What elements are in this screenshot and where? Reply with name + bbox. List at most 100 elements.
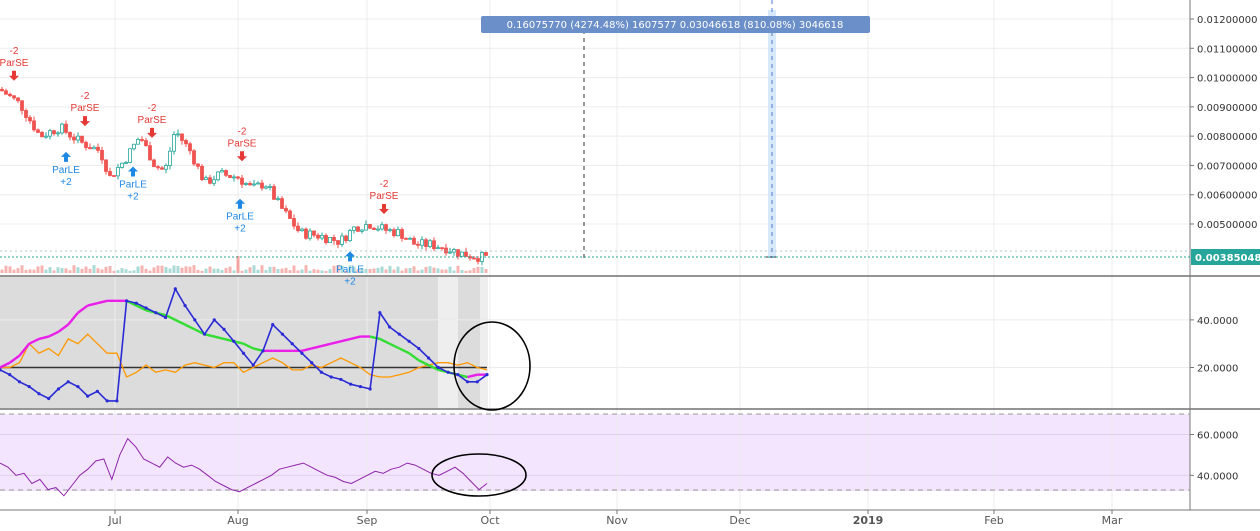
signal-qty: -2: [238, 126, 247, 137]
measure-highlight[interactable]: [768, 10, 776, 258]
candle-body: [404, 238, 408, 240]
volume-bar: [92, 265, 96, 273]
candle-body: [44, 135, 48, 138]
volume-bar: [388, 265, 392, 273]
volume-bar: [416, 270, 420, 273]
volume-bar: [192, 265, 196, 273]
candle-body: [68, 131, 72, 138]
volume-bar: [408, 268, 412, 273]
volume-bar: [68, 270, 72, 273]
rsi-indicator[interactable]: [0, 437, 488, 497]
candle-body: [288, 210, 292, 219]
candle-body: [184, 140, 188, 145]
volume-bar: [424, 266, 428, 273]
candle-body: [460, 251, 464, 257]
candle-body: [240, 177, 244, 185]
adx-blue-line-point: [86, 394, 90, 398]
candle-body: [388, 229, 392, 232]
candle-body: [52, 130, 56, 135]
adx-ma-segment: [174, 318, 186, 326]
candle-body: [208, 177, 212, 184]
price-axis-label-0: 0.01200000: [1197, 15, 1257, 26]
volume-bar: [0, 269, 4, 273]
candle-body: [212, 179, 216, 184]
candle-body: [312, 230, 316, 236]
adx-blue-line-point: [261, 349, 265, 353]
candle-body: [24, 110, 28, 118]
volume-bar: [472, 268, 476, 273]
rsi-axis-label-0: 60.0000: [1197, 431, 1238, 442]
signal-buy-7[interactable]: ParLE+2: [336, 251, 364, 287]
price-axis[interactable]: 0.01200000 0.01100000 0.01000000 0.00900000…: [1190, 15, 1257, 231]
candle-body: [148, 145, 152, 161]
volume-bar: [180, 267, 184, 273]
adx-blue-line-point: [163, 315, 168, 320]
adx-indicator[interactable]: [0, 286, 489, 403]
rsi-axis[interactable]: 60.0000 40.0000: [1190, 431, 1238, 483]
volume-bar: [368, 269, 372, 273]
adx-ma-segment: [330, 340, 342, 345]
volume-bar: [56, 267, 60, 273]
signal-label: ParLE: [119, 180, 147, 191]
volume-bar: [288, 270, 292, 273]
adx-annotation-circle[interactable]: [453, 321, 531, 411]
signal-buy-5[interactable]: ParLE+2: [226, 198, 254, 235]
volume-bar: [428, 266, 432, 273]
volume-bar: [260, 265, 264, 273]
candle-body: [188, 143, 192, 152]
candle-body: [340, 235, 344, 245]
candle-body: [48, 130, 52, 137]
time-axis-label-2: Sep: [357, 514, 378, 527]
candle-body: [88, 147, 92, 150]
candle-body: [308, 230, 312, 239]
volume-bar: [436, 268, 440, 273]
signal-buy-2[interactable]: ParLE+2: [52, 151, 80, 188]
adx-blue-line-point: [358, 384, 362, 389]
signal-buy-4[interactable]: ParLE+2: [119, 166, 147, 203]
candle-body: [160, 167, 164, 170]
volume-bar: [484, 269, 488, 273]
volume-bar: [132, 270, 136, 273]
time-axis[interactable]: Jul Aug Sep Oct Nov Dec 2019 Feb Mar: [107, 510, 1123, 527]
volume-bar: [376, 267, 380, 273]
adx-blue-line-point: [183, 303, 187, 308]
volume-bar: [280, 268, 284, 273]
volume-bar: [276, 268, 280, 273]
adx-axis[interactable]: 40.0000 20.0000: [1190, 316, 1238, 375]
candle-body: [384, 224, 388, 231]
adx-blue-line-point: [8, 373, 12, 377]
candle-body: [92, 146, 96, 150]
volume-bar: [84, 266, 88, 273]
adx-blue-line-point: [417, 346, 421, 351]
candle-body: [328, 237, 332, 243]
volume-bar: [464, 270, 468, 273]
adx-blue-line-point: [241, 351, 246, 355]
adx-ma-segment: [379, 337, 391, 345]
adx-blue-line-point: [290, 342, 294, 346]
volume-bar: [4, 265, 8, 273]
volume-bar: [344, 270, 348, 273]
candle-body: [424, 239, 428, 247]
strategy-signals[interactable]: -2ParSE-2ParSEParLE+2-2ParSEParLE+2ParLE…: [0, 46, 399, 288]
candle-body: [216, 171, 220, 181]
adx-blue-line-point: [212, 318, 216, 322]
volume-bar: [16, 268, 20, 273]
volume-bar: [216, 268, 220, 273]
volume-bar: [384, 269, 388, 273]
rsi-annotation-circle[interactable]: [431, 453, 527, 497]
volume-bar: [448, 266, 452, 273]
volume-bar: [304, 265, 308, 273]
adx-ma-segment: [9, 354, 21, 364]
candle-body: [320, 235, 324, 239]
volume-bar: [340, 265, 344, 273]
buy-arrow-icon: [128, 166, 138, 177]
buy-arrow-icon: [345, 251, 355, 262]
measure-label[interactable]: 0.16075770 (4274.48%) 1607577 0.03046618…: [481, 16, 870, 33]
signal-label: ParSE: [370, 191, 399, 202]
